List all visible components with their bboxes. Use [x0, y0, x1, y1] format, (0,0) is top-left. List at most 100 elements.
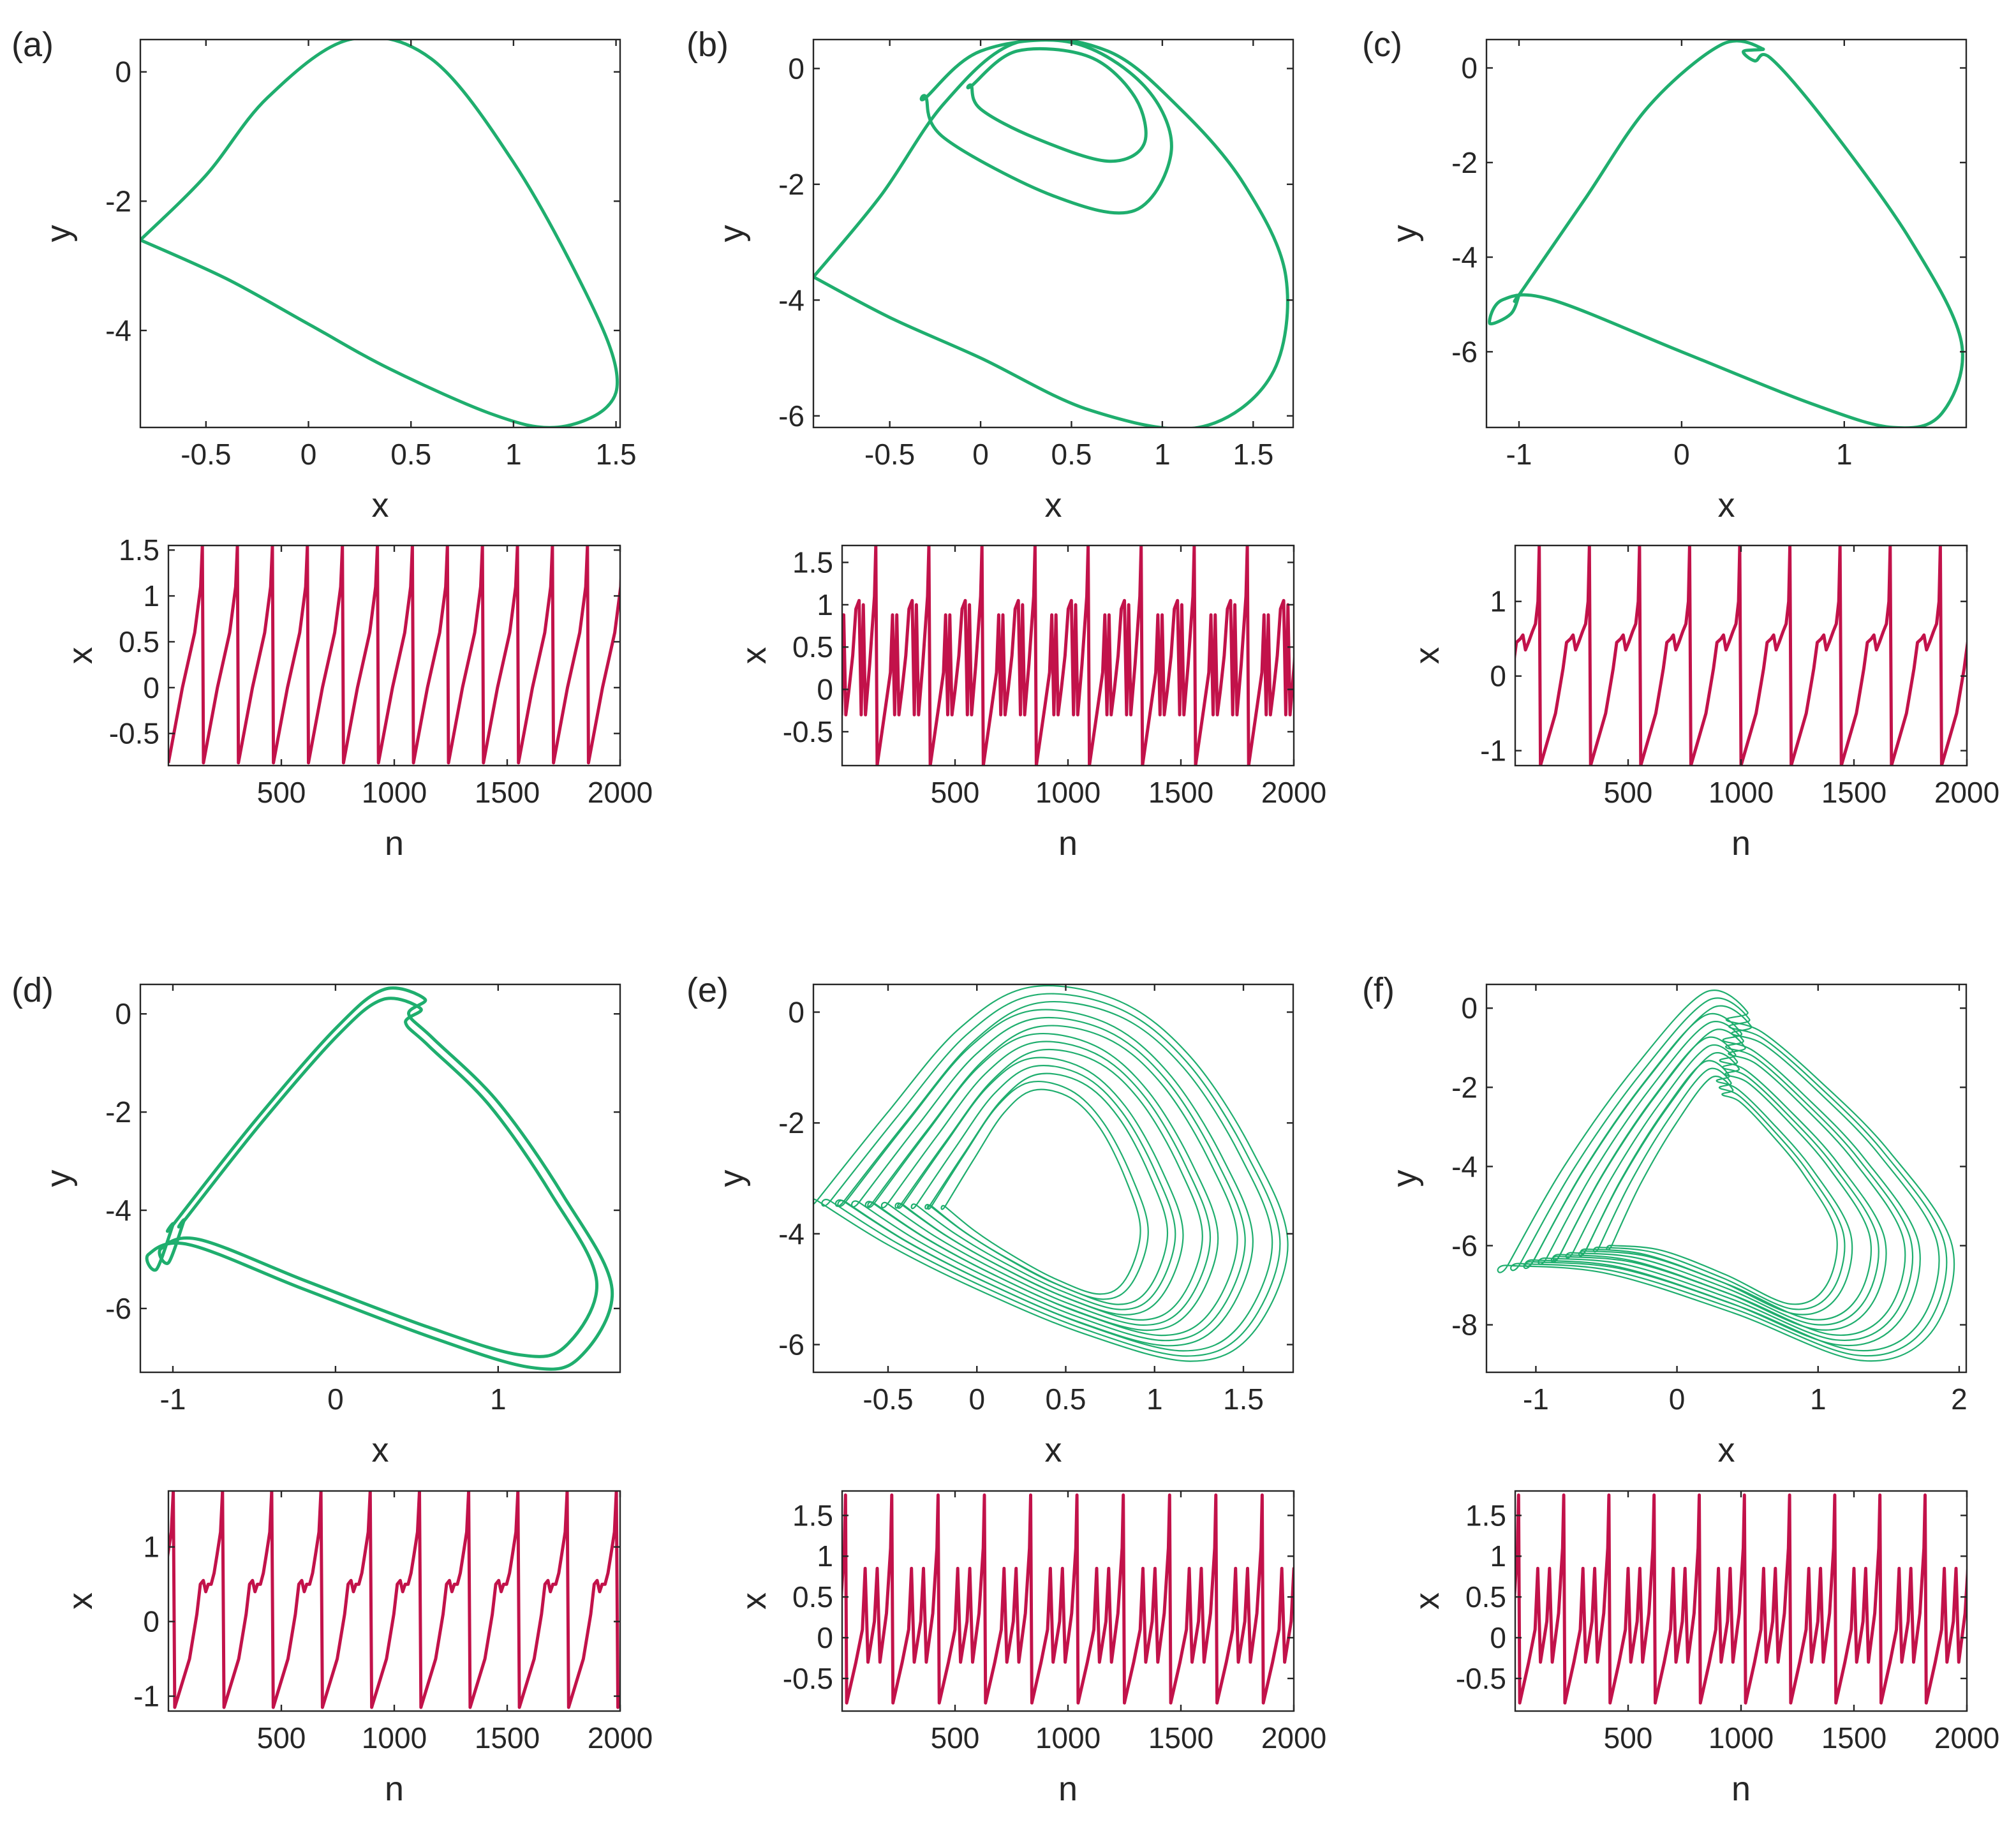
- e-phase-ytick-label-3: -6: [778, 1328, 804, 1361]
- b-phase-series-2-loop-0: [966, 47, 1148, 163]
- e-phase-ylabel: y: [713, 1170, 751, 1187]
- d-phase-xtick-label-2: 1: [490, 1383, 507, 1416]
- c-phase-panel-label: (c): [1362, 26, 1402, 64]
- f-phase-ytick-label-4: -8: [1451, 1309, 1478, 1342]
- f-time-ytick-label-4: -0.5: [1456, 1662, 1506, 1695]
- a-time-xtick-label-2: 1500: [475, 776, 540, 809]
- c-phase-ytick-label-2: -4: [1451, 241, 1478, 274]
- e-phase-series-0-loop-7: [880, 1041, 1212, 1326]
- d-time-panel: 500 1000 1500 2000 1 0 -1 n x: [61, 1490, 653, 1808]
- e-time-panel: 500 1000 1500 2000 1.5 1 0.5 0 -0.5 n x: [735, 1490, 1326, 1808]
- e-time-data: [842, 1493, 1294, 1705]
- e-phase-xtick-label-1: 0: [968, 1383, 985, 1416]
- f-time-ytick-label-1: 1: [1490, 1539, 1506, 1573]
- b-phase-xtick-label-3: 1: [1154, 438, 1171, 471]
- f-phase-series-0-loop-3: [1524, 1013, 1921, 1347]
- b-time-xtick-label-3: 2000: [1261, 776, 1326, 809]
- b-time-xtick-label-1: 1000: [1035, 776, 1101, 809]
- f-time-ytick-label-0: 1.5: [1465, 1499, 1506, 1532]
- b-phase-data: [813, 40, 1289, 427]
- f-phase-axes-frame: [1485, 983, 1968, 1374]
- b-time-xtick-label-2: 1500: [1148, 776, 1213, 809]
- b-time-ytick-label-4: -0.5: [783, 715, 833, 748]
- c-phase-panel: -1 0 1 0 -2 -4 -6 x y (c): [1362, 26, 1968, 524]
- f-phase-xtick-label-3: 2: [1951, 1383, 1968, 1416]
- f-phase-ytick-label-1: -2: [1451, 1071, 1478, 1104]
- f-time-data: [1515, 1493, 1967, 1705]
- d-time-xtick-label-2: 1500: [475, 1721, 540, 1754]
- c-time-ytick-label-1: 0: [1490, 660, 1506, 693]
- a-phase-axes-frame: [139, 38, 621, 429]
- b-phase-xtick-label-1: 0: [972, 438, 989, 471]
- b-time-xtick-label-0: 500: [931, 776, 980, 809]
- b-phase-ytick-label-2: -4: [778, 283, 804, 316]
- d-time-ytick-label-2: -1: [133, 1680, 159, 1713]
- f-time-xtick-label-3: 2000: [1934, 1721, 1999, 1754]
- a-time-series-0: [168, 545, 620, 765]
- a-time-ytick-label-4: -0.5: [109, 717, 159, 750]
- f-phase-series-0-loop-9: [1580, 1060, 1853, 1316]
- c-time-series-0: [1515, 545, 1967, 766]
- c-time-ytick-label-0: 1: [1490, 585, 1506, 618]
- f-phase-ylabel: y: [1386, 1170, 1424, 1187]
- b-phase-series-1-loop-0: [919, 40, 1173, 215]
- f-phase-xtick-label-2: 1: [1810, 1383, 1827, 1416]
- e-phase-series-0-loop-13: [940, 1088, 1141, 1295]
- a-phase-series-0-loop-0: [140, 40, 619, 427]
- e-phase-series-0-loop-10: [910, 1065, 1176, 1310]
- c-phase-data: [1488, 40, 1964, 427]
- e-phase-series-0-loop-9: [897, 1057, 1184, 1316]
- e-phase-series-0-loop-4: [851, 1017, 1246, 1342]
- b-time-series-0: [842, 545, 1294, 766]
- d-phase-ytick-label-0: 0: [115, 997, 131, 1030]
- e-phase-data: [813, 984, 1289, 1362]
- e-phase-ytick-label-0: 0: [788, 995, 804, 1028]
- e-time-ytick-label-2: 0.5: [792, 1580, 833, 1613]
- a-time-ytick-label-2: 0.5: [119, 625, 159, 658]
- d-time-xlabel: n: [385, 1770, 404, 1808]
- a-time-data: [168, 545, 620, 765]
- d-time-ylabel: x: [61, 1592, 100, 1610]
- b-phase-panel: -0.5 0 0.5 1 1.5 0 -2 -4 -6 x y (b): [686, 26, 1294, 524]
- f-time-xtick-label-0: 500: [1604, 1721, 1653, 1754]
- f-phase-ytick-label-2: -4: [1451, 1150, 1478, 1183]
- f-time-xlabel: n: [1731, 1770, 1751, 1808]
- b-phase-axes-frame: [812, 38, 1294, 429]
- d-phase-ytick-label-2: -4: [105, 1194, 131, 1227]
- d-time-xtick-label-1: 1000: [362, 1721, 427, 1754]
- c-phase-xlabel: x: [1718, 486, 1735, 524]
- a-phase-xlabel: x: [372, 486, 389, 524]
- e-time-ylabel: x: [735, 1592, 773, 1610]
- e-phase-series-0-loop-2: [834, 1001, 1273, 1352]
- f-time-series-0: [1515, 1493, 1967, 1705]
- b-phase-xtick-label-0: -0.5: [864, 438, 915, 471]
- d-phase-ytick-label-1: -2: [105, 1095, 131, 1129]
- a-phase-xtick-label-3: 1: [505, 438, 522, 471]
- e-time-series-0: [842, 1493, 1294, 1705]
- a-time-xtick-label-1: 1000: [362, 776, 427, 809]
- e-time-xlabel: n: [1058, 1770, 1078, 1808]
- e-phase-ytick-label-1: -2: [778, 1106, 804, 1139]
- e-time-ytick-label-1: 1: [817, 1539, 833, 1573]
- e-phase-xtick-label-3: 1: [1146, 1383, 1163, 1416]
- a-phase-xtick-label-1: 0: [300, 438, 317, 471]
- a-phase-ytick-label-2: -4: [105, 314, 131, 347]
- f-time-xtick-label-2: 1500: [1821, 1721, 1886, 1754]
- e-phase-series-0-loop-5: [864, 1025, 1238, 1337]
- c-phase-xtick-label-0: -1: [1506, 438, 1532, 471]
- c-time-xtick-label-2: 1500: [1821, 776, 1886, 809]
- a-phase-panel: -0.5 0 0.5 1 1.5 0 -2 -4 x y (a): [11, 26, 637, 524]
- c-time-data: [1515, 545, 1967, 766]
- b-phase-ytick-label-3: -6: [778, 399, 804, 433]
- a-time-ytick-label-3: 0: [143, 671, 159, 704]
- e-phase-ytick-label-2: -4: [778, 1217, 804, 1250]
- d-time-ytick-label-0: 1: [143, 1531, 159, 1564]
- c-time-ytick-label-2: -1: [1480, 734, 1506, 767]
- a-time-ytick-label-1: 1: [143, 579, 159, 612]
- d-time-xtick-label-3: 2000: [588, 1721, 653, 1754]
- d-phase-ytick-label-3: -6: [105, 1292, 131, 1325]
- e-time-xtick-label-1: 1000: [1035, 1721, 1101, 1754]
- d-phase-xtick-label-0: -1: [160, 1383, 186, 1416]
- e-time-ytick-label-4: -0.5: [783, 1662, 833, 1695]
